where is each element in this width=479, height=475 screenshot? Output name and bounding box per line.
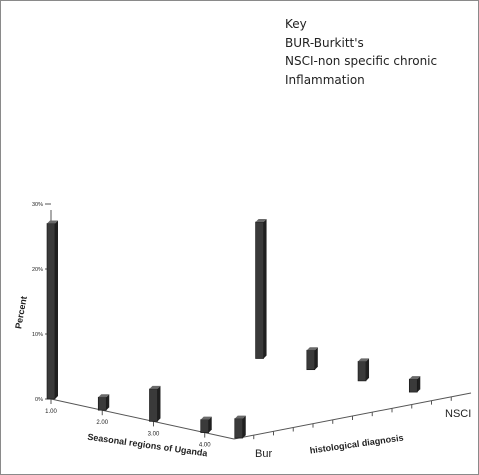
y-tick-label: 30% xyxy=(32,202,43,208)
bar-nsci-1-side xyxy=(263,219,267,359)
bar-nsci-1 xyxy=(255,221,264,359)
z-label-nsci: NSCI xyxy=(445,408,471,420)
bar-bur-3 xyxy=(149,388,158,422)
bar-bur-2-side xyxy=(106,394,110,411)
z-axis-title: histological diagnosis xyxy=(309,433,404,456)
bar-bur-1-top xyxy=(47,220,58,224)
bar-nsci-4-side xyxy=(417,376,421,393)
bar-nsci-1-top xyxy=(255,219,267,223)
bar-mid-depth-side xyxy=(242,415,246,439)
y-tick-label: 10% xyxy=(32,332,43,338)
x-tick-label: 4.00 xyxy=(199,443,211,449)
bar-bur-2 xyxy=(97,396,107,411)
bar-nsci-3-top xyxy=(358,358,370,362)
key-heading: Key xyxy=(285,17,307,31)
bar-nsci-2-side xyxy=(314,347,318,370)
bar-bur-1-side xyxy=(55,220,58,399)
bar-mid-depth xyxy=(234,418,244,439)
bar-bur-3-top xyxy=(149,385,161,389)
chart-bars xyxy=(46,219,421,439)
bar-bur-2-top xyxy=(98,394,110,398)
x-tick-label: 2.00 xyxy=(96,420,108,426)
bar-nsci-4 xyxy=(408,378,418,393)
bar-bur-1 xyxy=(46,223,56,400)
bar-bur-3-side xyxy=(157,385,161,422)
x-tick-label: 1.00 xyxy=(45,409,57,415)
y-tick-label: 20% xyxy=(32,267,43,273)
bar-bur-4-side xyxy=(208,416,212,433)
key-line-inflammation: Inflammation xyxy=(285,72,365,87)
bar-nsci-3-side xyxy=(366,358,370,381)
y-axis-title: Percent xyxy=(13,295,29,329)
x-tick-label: 3.00 xyxy=(148,431,160,437)
bar-nsci-2 xyxy=(306,349,316,371)
y-tick-label: 0% xyxy=(35,397,43,403)
bar-nsci-4-top xyxy=(409,376,421,380)
bar-mid-depth-top xyxy=(234,415,246,419)
key-line-bur: BUR-Burkitt's xyxy=(285,35,364,50)
bar-bur-4-top xyxy=(200,416,212,420)
bar-bur-4 xyxy=(200,419,210,433)
key-line-nsci: NSCI-non specific chronic xyxy=(285,54,438,68)
z-label-bur: Bur xyxy=(255,448,272,460)
bar-nsci-2-top xyxy=(306,347,318,351)
bar-nsci-3 xyxy=(357,361,367,382)
chart-key: Key BUR-Burkitt's NSCI-non specific chro… xyxy=(285,15,437,89)
